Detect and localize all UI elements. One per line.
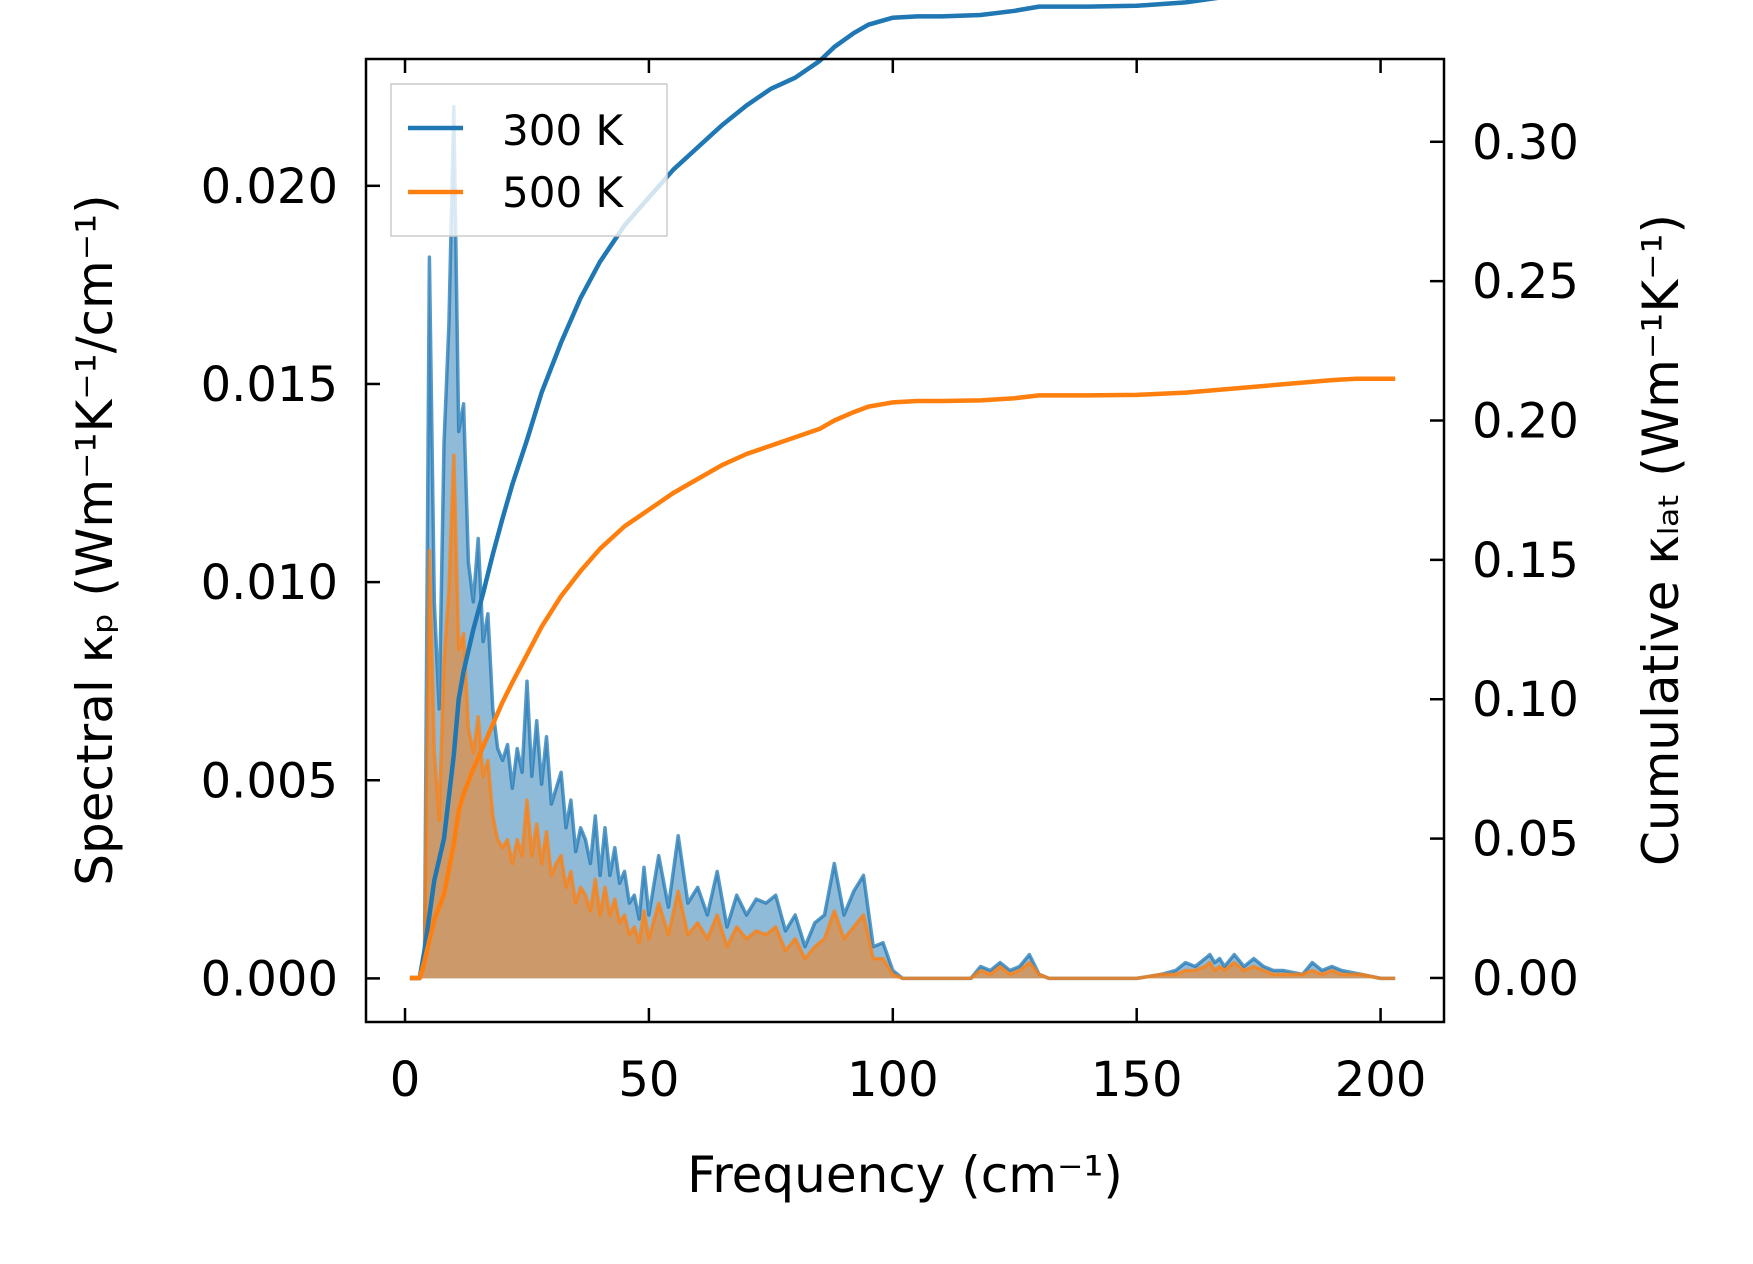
- y-left-tick-label: 0.010: [201, 555, 338, 611]
- x-tick-label: 0: [390, 1052, 421, 1108]
- legend: 300 K 500 K: [390, 83, 668, 237]
- cumulative-line-300k: [409, 0, 1219, 981]
- x-tick-label: 50: [618, 1052, 679, 1108]
- y-right-tick-label: 0.05: [1472, 812, 1579, 868]
- spectral-fills: [409, 104, 1396, 981]
- y-axis-left-label: Spectral κₚ (Wm⁻¹K⁻¹/cm⁻¹): [66, 194, 124, 885]
- y-right-tick-label: 0.30: [1472, 115, 1579, 171]
- y-axis-right: 0.00 0.05 0.10 0.15 0.20 0.25 0.30: [1430, 115, 1579, 1007]
- legend-label-300k: 300 K: [502, 106, 625, 155]
- y-right-tick-label: 0.15: [1472, 533, 1579, 589]
- x-tick-label: 200: [1335, 1052, 1427, 1108]
- y-left-tick-label: 0.000: [201, 951, 338, 1007]
- x-tick-label: 100: [847, 1052, 939, 1108]
- x-tick-label: 150: [1091, 1052, 1183, 1108]
- y-left-tick-label: 0.020: [201, 159, 338, 215]
- y-right-tick-label: 0.20: [1472, 394, 1579, 450]
- x-axis: 0 50 100 150 200: [390, 59, 1427, 1108]
- y-right-tick-label: 0.10: [1472, 672, 1579, 728]
- y-right-tick-label: 0.25: [1472, 254, 1579, 310]
- cumulative-line-500k: [409, 376, 1396, 981]
- legend-frame: [390, 83, 668, 237]
- x-axis-label: Frequency (cm⁻¹): [687, 1146, 1123, 1204]
- cumulative-lines: [409, 0, 1396, 981]
- plot-frame: [364, 57, 1446, 1024]
- y-axis-right-label: Cumulative κₗₐₜ (Wm⁻¹K⁻¹): [1632, 214, 1690, 866]
- y-axis-left: 0.000 0.005 0.010 0.015 0.020: [201, 159, 380, 1007]
- spectral-area-500k: [409, 455, 1396, 979]
- legend-label-500k: 500 K: [502, 168, 625, 217]
- spectral-line-500k: [409, 453, 1396, 981]
- y-left-tick-label: 0.015: [201, 357, 338, 413]
- spectral-line-300k: [409, 104, 1396, 981]
- y-right-tick-label: 0.00: [1472, 951, 1579, 1007]
- y-left-tick-label: 0.005: [201, 753, 338, 809]
